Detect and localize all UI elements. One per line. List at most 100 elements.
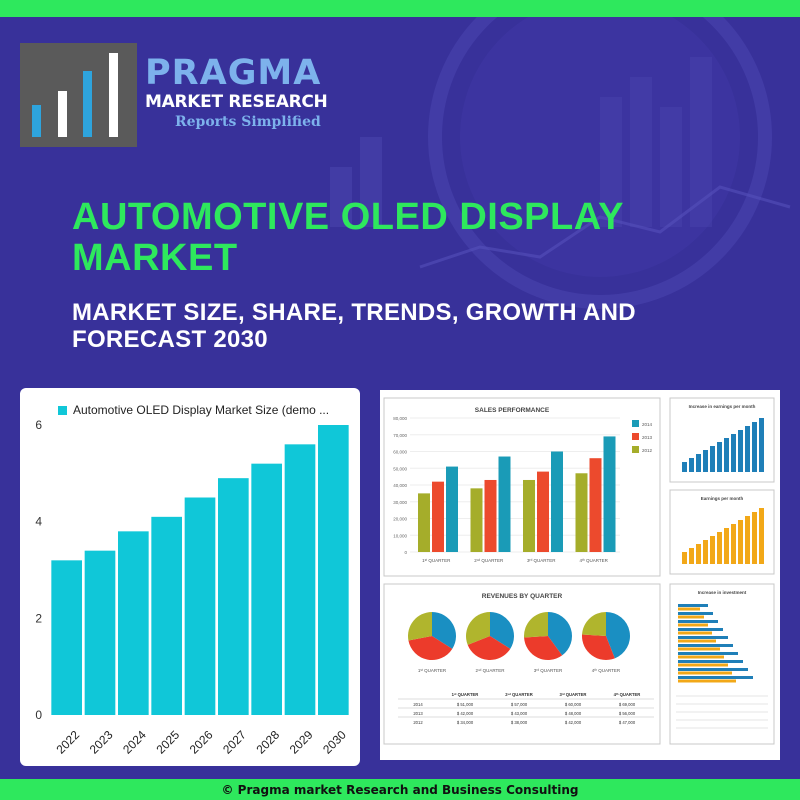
- earnings-growth-bar: [745, 426, 750, 472]
- pie-label: 2ⁿᵈ QUARTER: [475, 668, 505, 673]
- investment-bar: [678, 636, 728, 639]
- earnings-growth-bar: [717, 442, 722, 472]
- sales-bar: [418, 493, 430, 552]
- earnings-bar: [696, 544, 701, 564]
- pie-slice: [466, 612, 490, 645]
- sales-x-tick: 3ʳᵈ QUARTER: [527, 558, 556, 563]
- x-tick-label: 2028: [253, 728, 282, 757]
- earnings-title: Earnings per month: [701, 496, 744, 501]
- investment-bar: [678, 623, 708, 627]
- sales-y-tick: 20,000: [393, 517, 407, 522]
- bar: [84, 550, 116, 715]
- earnings-growth-bar: [703, 450, 708, 472]
- sales-y-tick: 70,000: [393, 433, 407, 438]
- top-accent-bar: [0, 0, 800, 17]
- investment-bar: [678, 604, 708, 607]
- page-title: AUTOMOTIVE OLED DISPLAY MARKET: [72, 196, 624, 279]
- earnings-bar: [724, 528, 729, 564]
- bar: [318, 425, 349, 715]
- investment-bar: [678, 647, 720, 651]
- logo-mark: [20, 43, 137, 147]
- sales-title: SALES PERFORMANCE: [475, 407, 550, 414]
- y-tick-label: 6: [35, 418, 42, 432]
- page-subtitle: MARKET SIZE, SHARE, TRENDS, GROWTH AND F…: [72, 299, 636, 353]
- y-tick-label: 2: [35, 611, 42, 625]
- pie-slice: [606, 612, 631, 659]
- investment-bar: [678, 660, 743, 663]
- pie-slice: [524, 612, 548, 638]
- table-cell: 2012: [413, 720, 423, 725]
- table-cell: $ 43,000: [511, 711, 528, 716]
- sales-y-tick: 80,000: [393, 416, 407, 421]
- footer-bar: © Pragma market Research and Business Co…: [0, 779, 800, 800]
- chart-legend: Automotive OLED Display Market Size (dem…: [58, 403, 329, 417]
- bar: [151, 516, 182, 715]
- revenues-title: REVENUES BY QUARTER: [482, 593, 563, 600]
- legend-swatch: [58, 405, 67, 415]
- sales-x-tick: 2ⁿᵈ QUARTER: [474, 558, 504, 563]
- x-tick-label: 2024: [120, 728, 149, 757]
- earnings-growth-bar: [731, 434, 736, 472]
- sales-bar: [551, 451, 563, 552]
- sales-y-tick: 10,000: [393, 533, 407, 538]
- earnings-bar: [731, 524, 736, 564]
- revenues-panel: [383, 583, 661, 745]
- table-header: 4ᵗʰ QUARTER: [614, 692, 641, 697]
- legend-label: Automotive OLED Display Market Size (dem…: [73, 403, 330, 417]
- investment-bar: [678, 644, 733, 647]
- pie-slice: [524, 636, 563, 660]
- earnings-growth-bar: [710, 446, 715, 472]
- investment-bar: [678, 612, 713, 615]
- earnings-growth-bar: [682, 462, 687, 472]
- y-tick-label: 0: [35, 708, 42, 722]
- investment-bar: [678, 671, 732, 675]
- x-tick-label: 2029: [287, 728, 316, 757]
- table-header: 2ⁿᵈ QUARTER: [505, 692, 533, 697]
- sales-bar: [575, 473, 588, 552]
- earnings-bar: [710, 536, 715, 564]
- pie-slice: [490, 612, 514, 649]
- market-size-chart-card: Automotive OLED Display Market Size (dem…: [20, 388, 360, 766]
- sales-y-tick: 60,000: [393, 450, 407, 455]
- pie-slice: [582, 612, 606, 636]
- earnings-growth-bar: [689, 458, 694, 472]
- earnings-bar: [689, 548, 694, 564]
- bar-chart: 0 2 4 6 2022 2023 2024 2025 2026 2027 2028 2029 2030: [35, 418, 349, 757]
- table-cell: $ 42,000: [457, 711, 474, 716]
- investment-title: Increase in investment: [698, 590, 747, 595]
- pie-slice: [408, 636, 453, 660]
- investment-bar: [678, 679, 736, 683]
- bar: [118, 531, 149, 715]
- investment-bar: [678, 652, 738, 655]
- investment-bar: [678, 620, 718, 623]
- investment-bar: [678, 628, 723, 631]
- earnings-growth-title: Increase in earnings per month: [689, 404, 756, 409]
- x-tick-label: 2023: [87, 728, 116, 757]
- table-cell: $ 34,000: [457, 720, 474, 725]
- table-cell: $ 42,000: [565, 720, 582, 725]
- sales-bar: [470, 488, 483, 552]
- table-cell: 2013: [413, 711, 423, 716]
- sales-legend-label: 2012: [642, 448, 653, 453]
- bar: [251, 463, 282, 715]
- y-tick-label: 4: [35, 515, 42, 529]
- background-chart-decoration: [330, 17, 791, 309]
- investment-bar: [678, 663, 728, 667]
- brand-tagline: MARKET RESEARCH: [145, 92, 328, 112]
- sales-legend-label: 2014: [642, 422, 653, 427]
- table-cell: $ 60,000: [565, 702, 582, 707]
- x-tick-label: 2025: [153, 728, 182, 757]
- investment-bar: [678, 639, 716, 643]
- investment-bar: [678, 615, 704, 619]
- earnings-growth-bar: [724, 438, 729, 472]
- x-tick-label: 2027: [220, 728, 249, 757]
- earnings-bar: [682, 552, 687, 564]
- pie-label: 3ʳᵈ QUARTER: [534, 668, 563, 673]
- table-header: 1ˢᵗ QUARTER: [452, 692, 479, 697]
- table-cell: $ 38,000: [511, 720, 528, 725]
- table-header: 3ʳᵈ QUARTER: [560, 692, 587, 697]
- dashboard-image: SALES PERFORMANCE 80,000 70,000 60,000 50,00…: [380, 390, 780, 760]
- investment-bar: [678, 668, 748, 671]
- earnings-bar: [738, 520, 743, 564]
